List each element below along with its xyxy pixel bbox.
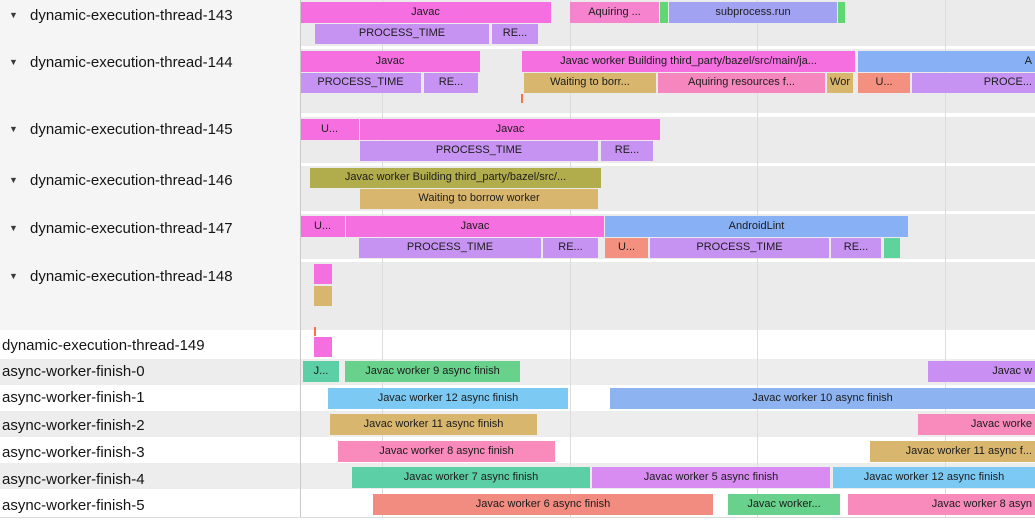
track-background — [300, 262, 1035, 330]
trace-slice[interactable]: Javac worker Building third_party/bazel/… — [522, 51, 855, 72]
gridline — [757, 0, 758, 517]
gridline — [945, 0, 946, 517]
track-row[interactable]: dynamic-execution-thread-149 — [0, 336, 300, 354]
trace-slice[interactable]: RE... — [543, 238, 598, 258]
track-row[interactable]: ▼ dynamic-execution-thread-148 — [0, 267, 300, 285]
trace-slice[interactable]: RE... — [831, 238, 881, 258]
trace-slice[interactable]: Wor — [827, 73, 853, 93]
expander-icon[interactable]: ▼ — [9, 223, 18, 233]
trace-slice[interactable]: Javac worker 11 async finish — [330, 414, 537, 435]
track-name: dynamic-execution-thread-147 — [30, 219, 233, 237]
trace-slice[interactable]: Javac — [300, 2, 551, 23]
timeline-canvas[interactable]: Javac Aquiring ... subprocess.run PROCESS_T… — [300, 0, 1035, 517]
track-row[interactable]: async-worker-finish-0 — [0, 362, 300, 380]
gridline — [382, 0, 383, 517]
track-name: async-worker-finish-1 — [2, 388, 145, 406]
trace-slice[interactable]: RE... — [424, 73, 478, 93]
expander-icon[interactable]: ▼ — [9, 271, 18, 281]
instant-marker[interactable] — [521, 94, 523, 103]
track-name: dynamic-execution-thread-143 — [30, 6, 233, 24]
trace-slice[interactable]: AndroidLint — [605, 216, 908, 237]
track-name: async-worker-finish-5 — [2, 496, 145, 514]
trace-slice[interactable]: Aquiring resources f... — [658, 73, 825, 93]
trace-slice[interactable]: RE... — [492, 24, 538, 44]
trace-slice[interactable]: U... — [300, 216, 345, 237]
trace-slice[interactable]: RE... — [601, 141, 653, 161]
trace-slice[interactable]: Javac worker 8 asyn — [848, 494, 1035, 515]
instant-marker[interactable] — [314, 327, 316, 336]
track-name: async-worker-finish-2 — [2, 416, 145, 434]
track-name: dynamic-execution-thread-146 — [30, 171, 233, 189]
gridline — [570, 0, 571, 517]
track-row[interactable]: async-worker-finish-5 — [0, 496, 300, 514]
track-row[interactable]: ▼ dynamic-execution-thread-144 — [0, 53, 300, 71]
track-row[interactable]: async-worker-finish-2 — [0, 416, 300, 434]
trace-slice[interactable]: Javac worker 8 async finish — [338, 441, 555, 462]
trace-slice[interactable]: Javac w — [928, 361, 1035, 382]
trace-slice[interactable]: PROCESS_TIME — [650, 238, 829, 258]
trace-slice[interactable]: Javac worker 12 async finish — [328, 388, 568, 409]
track-row[interactable]: async-worker-finish-1 — [0, 388, 300, 406]
track-name: dynamic-execution-thread-145 — [30, 120, 233, 138]
trace-slice[interactable]: Waiting to borrow worker — [360, 189, 598, 209]
track-row[interactable]: ▼ dynamic-execution-thread-146 — [0, 171, 300, 189]
track-row[interactable]: ▼ dynamic-execution-thread-147 — [0, 219, 300, 237]
panel-divider[interactable] — [300, 0, 301, 517]
trace-slice[interactable] — [838, 2, 845, 23]
trace-slice[interactable]: J... — [303, 361, 339, 382]
track-name: dynamic-execution-thread-149 — [2, 336, 205, 354]
track-name: async-worker-finish-3 — [2, 443, 145, 461]
trace-slice[interactable]: Javac — [360, 119, 660, 140]
track-row[interactable]: async-worker-finish-4 — [0, 470, 300, 488]
trace-slice[interactable]: subprocess.run — [669, 2, 837, 23]
trace-slice[interactable]: Javac worke — [918, 414, 1035, 435]
track-name: dynamic-execution-thread-144 — [30, 53, 233, 71]
trace-slice[interactable]: A — [858, 51, 1035, 72]
trace-slice[interactable]: Javac — [346, 216, 604, 237]
track-row[interactable]: ▼ dynamic-execution-thread-143 — [0, 6, 300, 24]
track-name: async-worker-finish-0 — [2, 362, 145, 380]
trace-slice[interactable] — [314, 264, 332, 284]
track-name: async-worker-finish-4 — [2, 470, 145, 488]
trace-slice[interactable]: PROCESS_TIME — [315, 24, 489, 44]
trace-slice[interactable]: Javac worker 6 async finish — [373, 494, 713, 515]
trace-slice[interactable]: PROCESS_TIME — [359, 238, 541, 258]
trace-slice[interactable]: U... — [300, 119, 359, 140]
bottom-border — [0, 517, 1035, 518]
trace-slice[interactable]: Javac worker 7 async finish — [352, 467, 590, 488]
trace-slice[interactable]: Javac worker 10 async finish — [610, 388, 1035, 409]
trace-slice[interactable]: Javac worker 12 async finish — [833, 467, 1035, 488]
sidebar-background — [0, 0, 300, 330]
trace-slice[interactable] — [314, 286, 332, 306]
trace-slice[interactable]: Javac worker 5 async finish — [592, 467, 830, 488]
trace-slice[interactable]: PROCESS_TIME — [300, 73, 421, 93]
track-row[interactable]: async-worker-finish-3 — [0, 443, 300, 461]
trace-slice[interactable]: Javac worker 11 async f... — [870, 441, 1035, 462]
trace-slice[interactable]: U... — [858, 73, 910, 93]
trace-slice[interactable]: PROCE... — [912, 73, 1035, 93]
trace-slice[interactable] — [660, 2, 668, 23]
trace-slice[interactable]: Waiting to borr... — [524, 73, 656, 93]
expander-icon[interactable]: ▼ — [9, 10, 18, 20]
trace-slice[interactable]: Javac worker 9 async finish — [345, 361, 520, 382]
trace-slice[interactable]: Javac worker Building third_party/bazel/… — [310, 168, 601, 188]
trace-slice[interactable]: PROCESS_TIME — [360, 141, 598, 161]
expander-icon[interactable]: ▼ — [9, 175, 18, 185]
trace-slice[interactable] — [314, 337, 332, 357]
trace-slice[interactable]: U... — [605, 238, 648, 258]
expander-icon[interactable]: ▼ — [9, 57, 18, 67]
trace-slice[interactable]: Javac worker... — [728, 494, 840, 515]
track-row[interactable]: ▼ dynamic-execution-thread-145 — [0, 120, 300, 138]
expander-icon[interactable]: ▼ — [9, 124, 18, 134]
trace-slice[interactable]: Javac — [300, 51, 480, 72]
trace-slice[interactable]: Aquiring ... — [570, 2, 659, 23]
trace-slice[interactable] — [884, 238, 900, 258]
track-name: dynamic-execution-thread-148 — [30, 267, 233, 285]
track-list-sidebar: ▼ dynamic-execution-thread-143 ▼ dynamic-ex… — [0, 0, 300, 517]
